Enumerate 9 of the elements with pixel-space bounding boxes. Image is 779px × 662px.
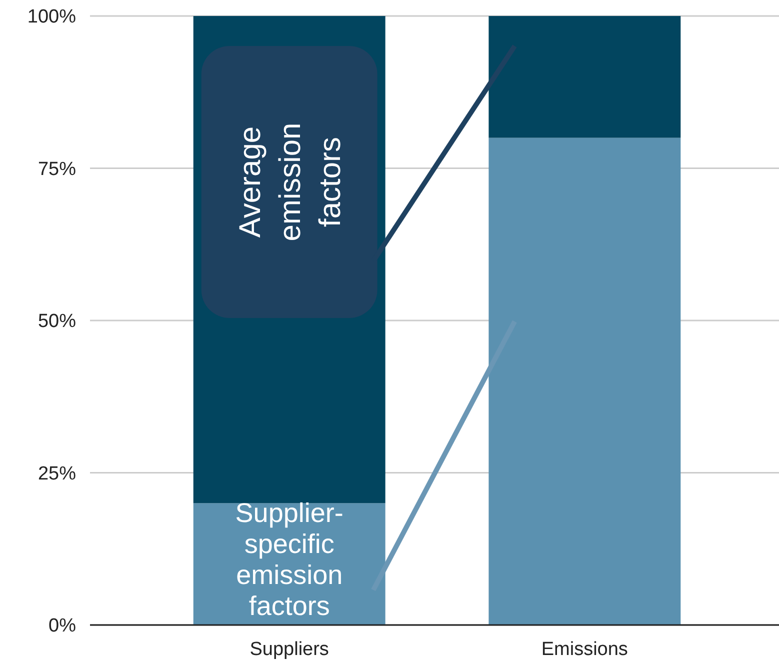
y-tick-label: 100% xyxy=(27,6,76,28)
y-tick-label: 75% xyxy=(38,158,76,180)
y-tick-label: 0% xyxy=(48,616,76,637)
y-tick-label: 50% xyxy=(38,311,76,332)
x-tick-label: Emissions xyxy=(541,639,628,660)
y-tick-label: 25% xyxy=(38,463,76,484)
series-label: Average emission factors xyxy=(234,122,347,242)
x-tick-label: Suppliers xyxy=(250,639,329,660)
series-label: Supplier-specific emission factors xyxy=(235,498,344,621)
